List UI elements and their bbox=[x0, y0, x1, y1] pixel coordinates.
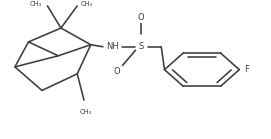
Text: O: O bbox=[113, 67, 120, 76]
Text: F: F bbox=[244, 65, 249, 74]
Text: S: S bbox=[138, 42, 144, 51]
Text: CH₃: CH₃ bbox=[79, 109, 91, 115]
Text: O: O bbox=[138, 13, 144, 22]
Text: CH₃: CH₃ bbox=[29, 1, 41, 7]
Text: CH₃: CH₃ bbox=[81, 1, 93, 7]
Text: NH: NH bbox=[106, 42, 119, 51]
